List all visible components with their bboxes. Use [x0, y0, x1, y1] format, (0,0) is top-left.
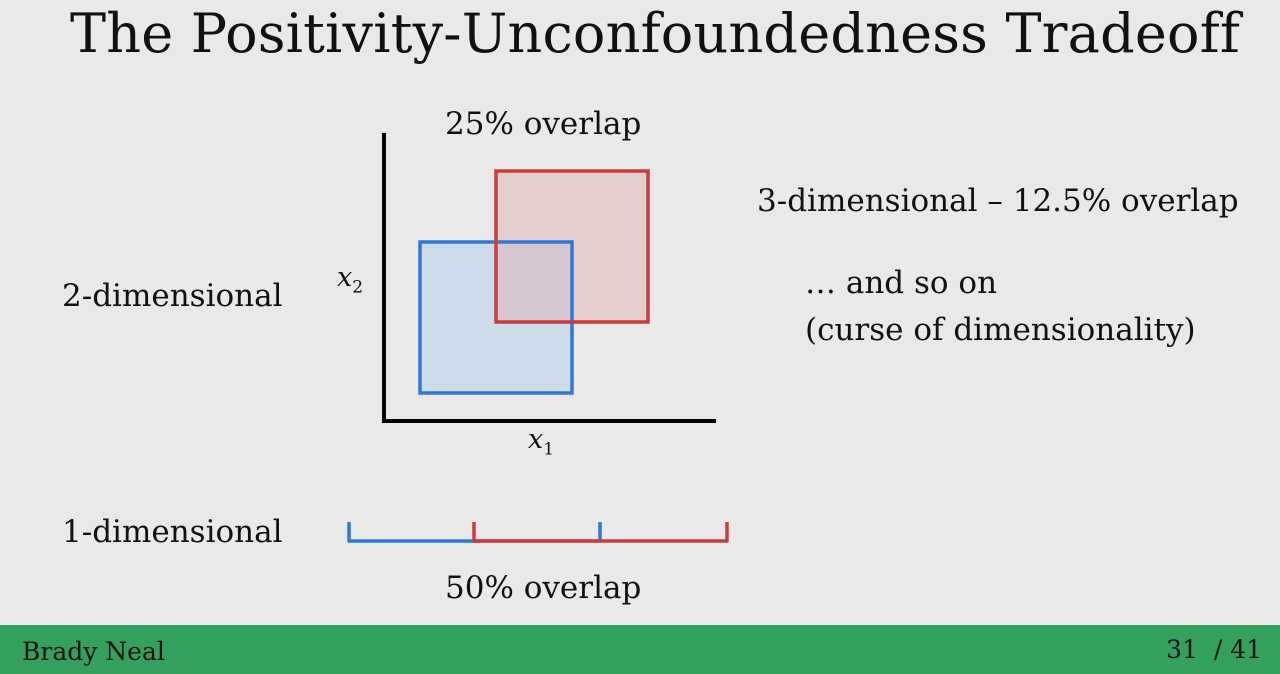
overlap-region	[496, 242, 572, 322]
overlap-1d-label: 50% overlap	[445, 570, 642, 606]
red-square-outline	[494, 169, 650, 324]
x-axis-var: x	[528, 424, 544, 455]
two-dimensional-label: 2-dimensional	[62, 278, 283, 314]
footer-bar: Brady Neal 31 / 41	[0, 625, 1280, 674]
three-dimensional-label: 3-dimensional – 12.5% overlap	[757, 183, 1239, 219]
y-axis-var: x	[337, 262, 353, 293]
author-name: Brady Neal	[22, 637, 165, 666]
curse-of-dimensionality-text: (curse of dimensionality)	[805, 312, 1196, 348]
page-number: 31 / 41	[1166, 635, 1262, 664]
one-dimensional-label: 1-dimensional	[62, 514, 283, 550]
x-axis-label: x1	[528, 424, 554, 459]
y-axis-label: x2	[337, 262, 363, 297]
y-axis-sub: 2	[352, 277, 364, 298]
slide-title: The Positivity-Unconfoundedness Tradeoff	[70, 2, 1241, 65]
overlap-2d-label: 25% overlap	[445, 106, 642, 142]
page-current: 31	[1166, 635, 1198, 664]
x-axis-sub: 1	[543, 439, 555, 460]
red-interval	[472, 522, 729, 543]
and-so-on-text: … and so on	[805, 265, 998, 301]
page-total: 41	[1230, 635, 1262, 664]
